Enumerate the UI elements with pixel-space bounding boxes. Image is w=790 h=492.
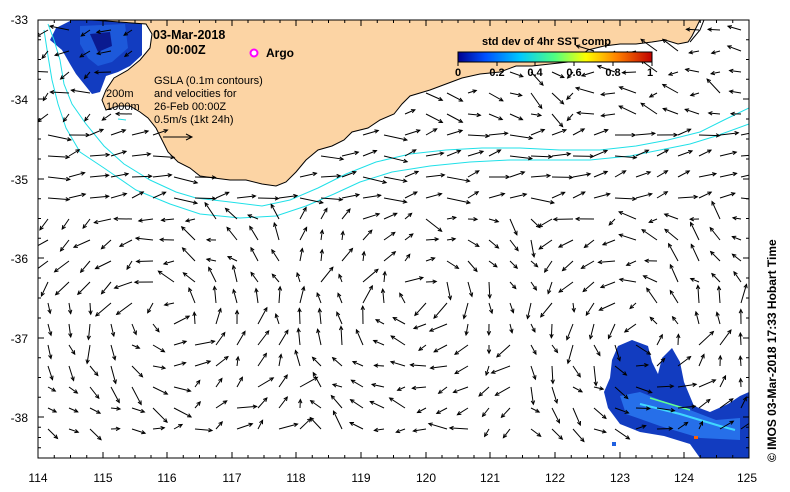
- depth-label-tick: [117, 118, 127, 121]
- lon-tick-label: 119: [351, 471, 370, 485]
- map-time: 00:00Z: [166, 43, 206, 57]
- lon-tick-label: 115: [93, 471, 112, 485]
- map-date: 03-Mar-2018: [153, 28, 225, 42]
- legend-title: std dev of 4hr SST comp: [482, 36, 611, 48]
- lat-tick-label: -36: [11, 252, 29, 266]
- map-plot-area: [38, 20, 749, 458]
- legend-tick-label: 0.4: [527, 67, 543, 79]
- lon-tick-label: 123: [610, 471, 630, 485]
- lon-tick-label: 122: [545, 471, 565, 485]
- imos-credit: © IMOS 03-Mar-2018 17:33 Hobart Time: [765, 239, 779, 462]
- sst-colorbar-legend: std dev of 4hr SST comp 0 0.2 0.4 0.6 0.…: [455, 36, 653, 79]
- lon-tick-label: 118: [286, 471, 305, 485]
- lon-tick-label: 116: [157, 471, 176, 485]
- map-frame: [37, 19, 750, 459]
- lon-tick-label: 114: [28, 471, 47, 485]
- lon-tick-label: 121: [480, 471, 500, 485]
- scale-arrow: [163, 133, 194, 141]
- depth-label-200m: 200m: [106, 88, 134, 100]
- lat-tick-label: -37: [11, 332, 29, 346]
- colorbar-ticks: [457, 62, 653, 66]
- depth-label-1000m: 1000m: [106, 101, 140, 113]
- lon-tick-label: 125: [737, 471, 757, 485]
- gsla-line-4: 0.5m/s (1kt 24h): [154, 114, 233, 126]
- argo-float-marker: [249, 48, 259, 58]
- velocity-arrows: [38, 24, 749, 443]
- gsla-line-3: 26-Feb 00:00Z: [154, 101, 226, 113]
- legend-tick-label: 1: [647, 67, 653, 79]
- longitude-axis: 114 115 116 117 118 119 120 121 122 123 …: [28, 471, 757, 485]
- contour-200m: [47, 23, 749, 207]
- legend-tick-label: 0.8: [605, 67, 620, 79]
- lon-tick-label: 117: [222, 471, 241, 485]
- lat-tick-label: -35: [11, 173, 29, 187]
- latitude-axis: -33 -34 -35 -36 -37 -38: [11, 13, 29, 425]
- lon-tick-label: 120: [416, 471, 436, 485]
- legend-tick-label: 0.2: [489, 67, 504, 79]
- lon-tick-label: 124: [674, 471, 694, 485]
- legend-tick-label: 0: [455, 67, 461, 79]
- legend-tick-label: 0.6: [566, 67, 581, 79]
- sst-patch-northwest: [50, 20, 142, 94]
- gsla-line-2: and velocities for: [154, 88, 237, 100]
- sst-patch-southeast: [604, 340, 749, 458]
- lat-tick-label: -33: [11, 13, 29, 27]
- argo-label: Argo: [266, 46, 294, 60]
- colorbar: [457, 51, 653, 63]
- lat-tick-label: -38: [11, 411, 29, 425]
- gsla-line-1: GSLA (0.1m contours): [154, 75, 263, 87]
- lat-tick-label: -34: [11, 93, 29, 107]
